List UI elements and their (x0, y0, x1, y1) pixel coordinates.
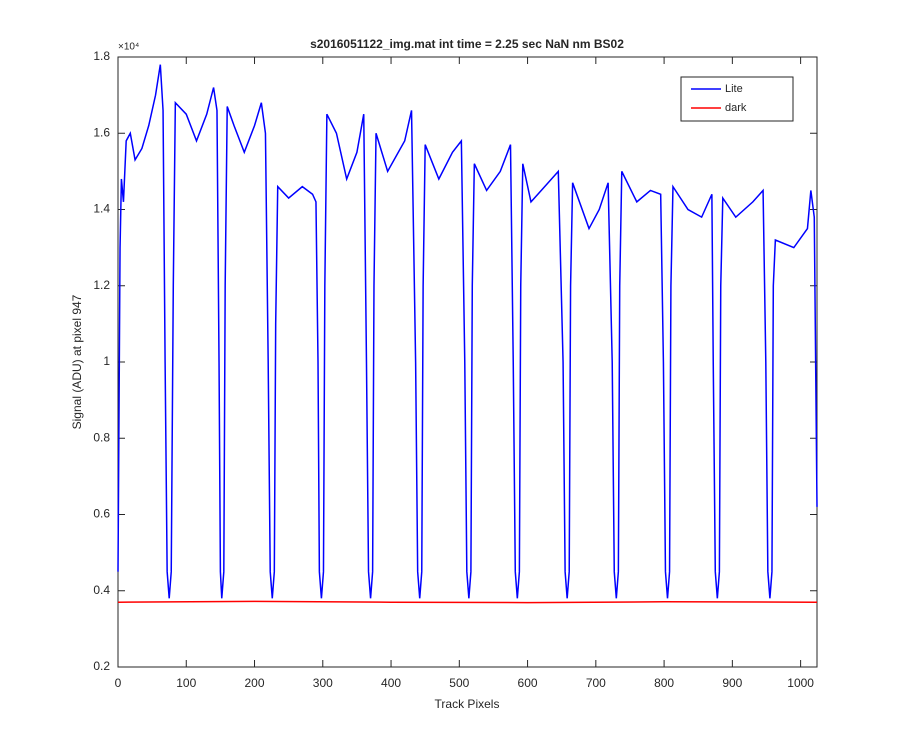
x-tick-label: 500 (449, 676, 469, 690)
x-tick-label: 1000 (787, 676, 814, 690)
legend-box (680, 76, 794, 122)
x-tick-label: 700 (586, 676, 606, 690)
y-tick-label: 1 (103, 354, 110, 368)
x-tick-label: 0 (115, 676, 122, 690)
x-tick-label: 200 (245, 676, 265, 690)
y-exponent: ×10⁴ (118, 42, 139, 53)
y-tick-label: 0.2 (93, 659, 110, 673)
y-tick-label: 1.6 (93, 125, 110, 139)
y-tick-label: 0.4 (93, 583, 110, 597)
chart-title: s2016051122_img.mat int time = 2.25 sec … (310, 37, 624, 51)
x-tick-label: 800 (654, 676, 674, 690)
legend-label: dark (725, 102, 747, 114)
series-line (117, 600, 818, 604)
y-tick-label: 1.4 (93, 202, 110, 216)
x-tick-label: 900 (722, 676, 742, 690)
y-tick-label: 0.6 (93, 507, 110, 521)
x-tick-label: 300 (313, 676, 333, 690)
x-tick-label: 400 (381, 676, 401, 690)
x-tick-label: 100 (176, 676, 196, 690)
x-tick-label: 600 (518, 676, 538, 690)
x-axis-label: Track Pixels (435, 697, 500, 711)
y-axis-label: Signal (ADU) at pixel 947 (70, 294, 84, 429)
series-line (117, 64, 818, 599)
legend-label: Lite (725, 83, 743, 95)
y-tick-label: 1.2 (93, 278, 110, 292)
y-tick-label: 1.8 (93, 49, 110, 63)
y-tick-label: 0.8 (93, 430, 110, 444)
